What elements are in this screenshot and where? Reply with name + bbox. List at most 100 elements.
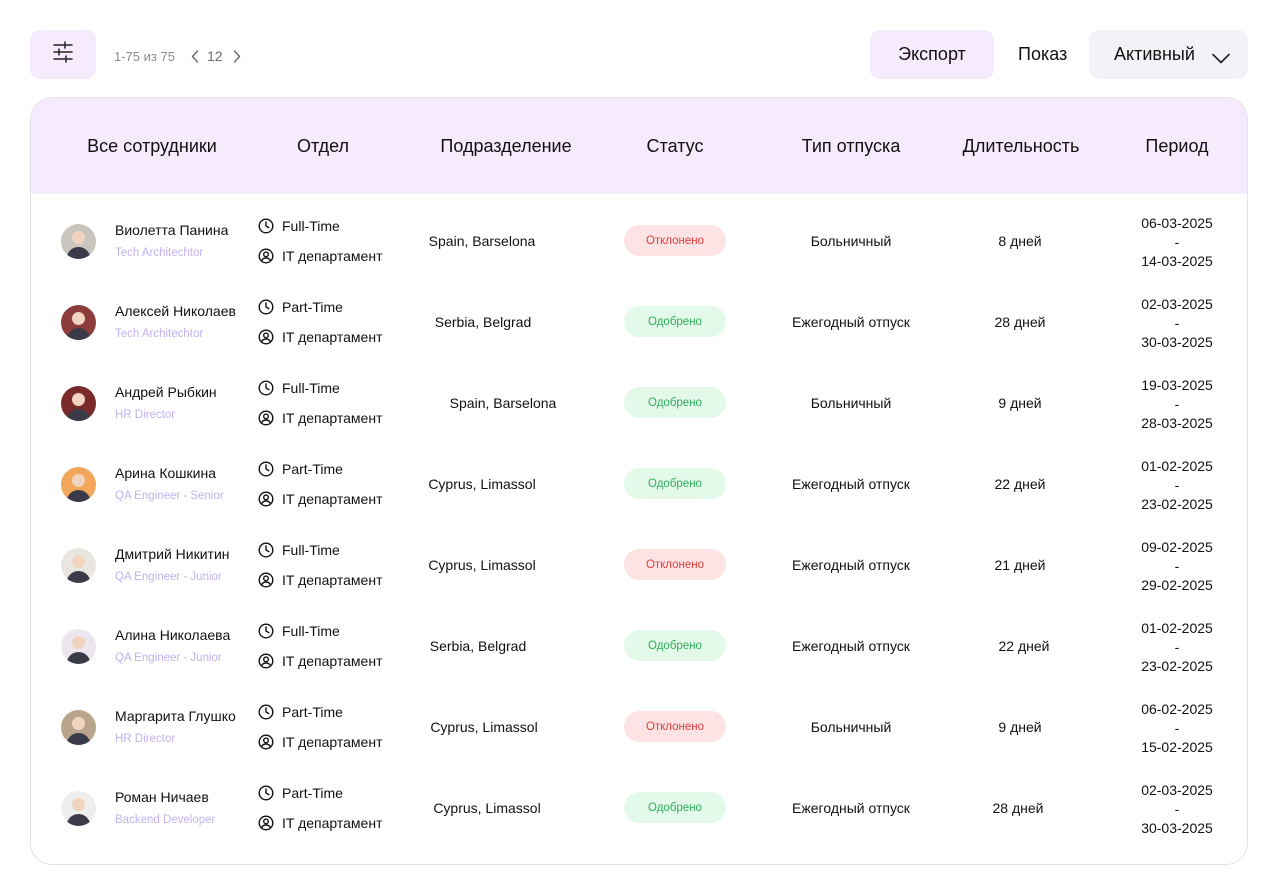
employment-type: Full-Time (258, 623, 340, 639)
table-row[interactable]: Алина Николаева QA Engineer - Junior Full-… (31, 606, 1247, 687)
header-employees[interactable]: Все сотрудники (87, 136, 217, 156)
user-circle-icon (258, 491, 282, 507)
division: Spain, Barselona (449, 395, 557, 411)
department-label: IT департамент (282, 248, 383, 264)
division: Spain, Barselona (428, 233, 536, 249)
employee-name[interactable]: Виолетта Панина (115, 222, 229, 238)
chevron-right-icon[interactable] (231, 49, 243, 63)
header-department[interactable]: Отдел (296, 136, 350, 156)
clock-icon (258, 218, 282, 234)
avatar[interactable] (61, 791, 96, 826)
employees-table: Все сотрудники Отдел Подразделение Стату… (30, 97, 1248, 865)
status-badge: Одобрено (624, 468, 726, 499)
table-row[interactable]: Роман Ничаев Backend Developer Part-Time IT… (31, 768, 1247, 849)
employee-name[interactable]: Маргарита Глушко (115, 708, 236, 724)
employee-name[interactable]: Алина Николаева (115, 627, 231, 643)
pagination-range: 1-75 из 75 (114, 48, 175, 64)
status-badge: Одобрено (624, 387, 726, 418)
clock-icon (258, 461, 282, 477)
user-circle-icon (258, 815, 282, 831)
employment-type-label: Full-Time (282, 218, 340, 234)
employee-name[interactable]: Алексей Николаев (115, 303, 236, 319)
header-duration[interactable]: Длительность (962, 136, 1080, 156)
avatar[interactable] (61, 710, 96, 745)
user-circle-icon (258, 248, 282, 264)
period-separator: - (1174, 558, 1180, 574)
division: Cyprus, Limassol (433, 800, 541, 816)
period-start: 01-02-2025 (1141, 620, 1213, 636)
header-status[interactable]: Статус (646, 136, 704, 156)
period-separator: - (1174, 234, 1180, 250)
header-period[interactable]: Период (1145, 136, 1209, 156)
employment-type-label: Part-Time (282, 785, 343, 801)
duration: 22 дней (994, 476, 1046, 492)
department-label: IT департамент (282, 410, 383, 426)
leave-type: Ежегодный отпуск (792, 800, 910, 816)
status-select[interactable]: Активный (1089, 30, 1248, 79)
department: IT департамент (258, 734, 382, 750)
period-start: 06-03-2025 (1141, 215, 1213, 231)
employment-type-label: Part-Time (282, 299, 343, 315)
period-start: 19-03-2025 (1141, 377, 1213, 393)
clock-icon (258, 785, 282, 801)
employment-type: Full-Time (258, 380, 340, 396)
department: IT департамент (258, 248, 382, 264)
period-end: 15-02-2025 (1141, 739, 1213, 755)
table-row[interactable]: Арина Кошкина QA Engineer - Senior Part-Ti… (31, 444, 1247, 525)
duration: 22 дней (998, 638, 1050, 654)
period-separator: - (1174, 396, 1180, 412)
table-row[interactable]: Андрей Рыбкин HR Director Full-Time IT депа… (31, 363, 1247, 444)
avatar[interactable] (61, 224, 96, 259)
department-label: IT департамент (282, 572, 383, 588)
avatar[interactable] (61, 629, 96, 664)
leave-type: Ежегодный отпуск (792, 557, 910, 573)
leave-type: Ежегодный отпуск (792, 638, 910, 654)
employment-type-label: Full-Time (282, 380, 340, 396)
pagination-page: 12 (206, 48, 223, 64)
clock-icon (258, 299, 282, 315)
table-row[interactable]: Дмитрий Никитин QA Engineer - Junior Full-… (31, 525, 1247, 606)
employee-role: Backend Developer (115, 814, 216, 826)
avatar[interactable] (61, 467, 96, 502)
period-start: 02-03-2025 (1141, 782, 1213, 798)
employment-type-label: Part-Time (282, 704, 343, 720)
duration: 28 дней (992, 800, 1044, 816)
employee-role: HR Director (115, 409, 176, 421)
avatar[interactable] (61, 386, 96, 421)
employee-name[interactable]: Андрей Рыбкин (115, 384, 217, 400)
employee-name[interactable]: Роман Ничаев (115, 789, 209, 805)
duration: 9 дней (998, 719, 1042, 735)
leave-type: Ежегодный отпуск (792, 476, 910, 492)
employee-name[interactable]: Арина Кошкина (115, 465, 216, 481)
period: 01-02-2025 - 23-02-2025 (1141, 457, 1213, 514)
export-button[interactable]: Экспорт (870, 30, 994, 79)
period: 02-03-2025 - 30-03-2025 (1141, 781, 1213, 838)
division: Cyprus, Limassol (430, 719, 538, 735)
table-row[interactable]: Маргарита Глушко HR Director Part-Time IT д… (31, 687, 1247, 768)
period-end: 28-03-2025 (1141, 415, 1213, 431)
employee-name[interactable]: Дмитрий Никитин (115, 546, 230, 562)
division: Cyprus, Limassol (428, 557, 536, 573)
chevron-left-icon[interactable] (189, 49, 201, 63)
period: 06-02-2025 - 15-02-2025 (1141, 700, 1213, 757)
user-circle-icon (258, 410, 282, 426)
department: IT департамент (258, 572, 382, 588)
table-row[interactable]: Алексей Николаев Tech Architechtor Part-Ti… (31, 282, 1247, 363)
avatar[interactable] (61, 305, 96, 340)
user-circle-icon (258, 329, 282, 345)
period-end: 23-02-2025 (1141, 658, 1213, 674)
department: IT департамент (258, 410, 382, 426)
period-start: 02-03-2025 (1141, 296, 1213, 312)
avatar[interactable] (61, 548, 96, 583)
employee-role: QA Engineer - Junior (115, 571, 222, 583)
header-leave-type[interactable]: Тип отпуска (801, 136, 901, 156)
leave-type: Ежегодный отпуск (792, 314, 910, 330)
filter-button[interactable] (30, 30, 96, 79)
clock-icon (258, 380, 282, 396)
division: Serbia, Belgrad (429, 638, 527, 654)
period-end: 29-02-2025 (1141, 577, 1213, 593)
period-start: 09-02-2025 (1141, 539, 1213, 555)
header-division[interactable]: Подразделение (440, 136, 572, 156)
status-badge: Одобрено (624, 792, 726, 823)
table-row[interactable]: Виолетта Панина Tech Architechtor Full-Tim… (31, 201, 1247, 282)
